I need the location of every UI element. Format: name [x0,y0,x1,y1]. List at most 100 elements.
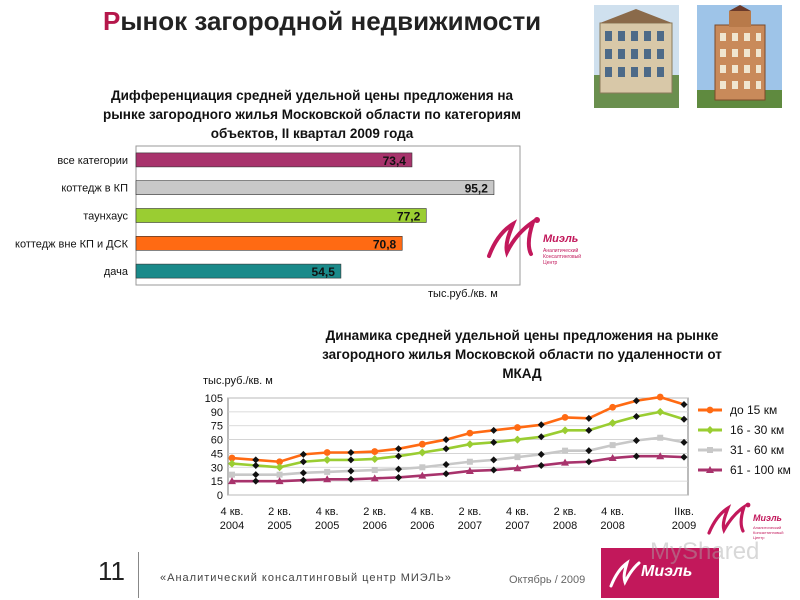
line-chart-title-line: Динамика средней удельной цены предложен… [325,328,719,343]
bar-chart-title-line: рынке загородного жилья Московской облас… [103,107,521,122]
miel-logo-small-sub: Аналитический [753,525,781,530]
data-point [395,445,403,453]
data-point [657,434,664,441]
data-point [490,426,498,434]
data-point [275,477,284,485]
category-label: все категории [57,155,128,167]
data-point [419,464,426,471]
y-tick-label: 105 [205,393,223,405]
legend-label: 16 - 30 км [730,423,784,437]
x-tick-label: 2005 [315,520,339,532]
data-point [632,397,640,405]
brand-logo-icon [609,559,641,588]
data-point [323,449,331,456]
miel-logo-sub: Консалтинговый [543,253,581,260]
data-point [228,459,236,468]
data-point [465,466,474,474]
series-line [232,436,685,476]
data-point [442,436,450,444]
data-point [347,475,355,483]
data-point [680,415,688,423]
x-tick-label: 4 кв. [411,506,434,518]
data-point [418,448,427,457]
miel-logo-sub: Аналитический [543,247,579,254]
data-point [561,414,569,421]
data-point [537,433,545,441]
miel-logo-sub: Центр [543,260,558,266]
data-point [299,450,307,458]
data-point [707,447,713,453]
data-label: 70,8 [373,237,397,251]
data-point [656,452,665,460]
data-point [442,470,450,478]
x-tick-label: 2005 [267,520,291,532]
line-chart-title: Динамика средней удельной цены предложен… [282,326,762,383]
x-tick-label: 2007 [458,520,482,532]
category-label: дача [104,266,129,278]
legend-label: 31 - 60 км [730,443,784,457]
data-point [585,426,593,434]
data-point [370,474,379,482]
data-point [608,418,617,427]
x-tick-label: 2008 [600,520,624,532]
brand-logo-box[interactable]: Миэль [601,548,719,598]
category-label: коттедж вне КП и ДСК [15,238,129,250]
x-tick-label: 2009 [672,520,696,532]
data-point [656,407,665,416]
bar-chart-unit: тыс.руб./кв. м [428,288,498,300]
data-point [229,471,235,478]
data-point [371,467,378,474]
miel-logo-small-mark: Миэль Аналитический Консалтинговый Центр [707,502,783,540]
miel-logo-small-sub: Консалтинговый [753,530,783,535]
miel-logo-small: Миэль Аналитический Консалтинговый Центр [706,497,796,546]
data-point [371,448,379,455]
data-point [395,452,403,460]
series-line [231,410,685,469]
bar-chart-title-line: объектов, II квартал 2009 года [210,126,414,141]
x-tick-label: 2006 [410,520,434,532]
data-point [490,438,498,446]
miel-logo-small-sub: Центр [753,535,765,540]
y-tick-label: 60 [211,435,223,447]
line-chart-title-line: МКАД [502,366,542,381]
data-point [609,442,616,449]
data-point [490,466,498,474]
bar [135,152,413,168]
legend-label: 61 - 100 км [730,463,791,477]
data-point [632,436,640,444]
data-point [323,475,332,483]
y-tick-label: 45 [211,448,223,460]
data-point [608,454,617,462]
bar-chart-title: Дифференциация средней удельной цены пре… [62,86,562,143]
data-point [585,447,593,455]
data-point [276,458,283,466]
data-point [466,429,474,437]
y-tick-label: 75 [211,421,223,433]
data-point [466,458,473,465]
data-point [252,456,260,464]
data-point [656,393,664,401]
data-point [347,449,355,457]
data-point [323,455,332,464]
miel-logo-mark: Миэль Аналитический Консалтинговый Центр [487,217,581,266]
x-tick-label: 4 кв. [221,506,244,518]
watermark: MyShared [650,538,760,565]
data-label: 54,5 [312,265,336,279]
brand-logo-word: Миэль [641,563,693,580]
data-point [228,477,236,485]
footer-date: Октябрь / 2009 [509,574,586,586]
x-tick-label: 4 кв. [506,506,529,518]
data-point [299,469,307,477]
bar-chart-title-line: Дифференциация средней удельной цены пре… [110,88,514,103]
miel-logo-small-word: Миэль [753,513,782,523]
data-point [418,440,426,448]
x-tick-label: 2007 [505,520,529,532]
page-number: 11 [98,556,125,586]
data-point [514,454,521,461]
miel-logo-word: Миэль [543,233,578,245]
building-photo-1 [594,5,679,108]
bar [135,263,342,279]
x-tick-label: 4 кв. [316,506,339,518]
data-point [706,406,714,414]
data-point [395,465,403,473]
